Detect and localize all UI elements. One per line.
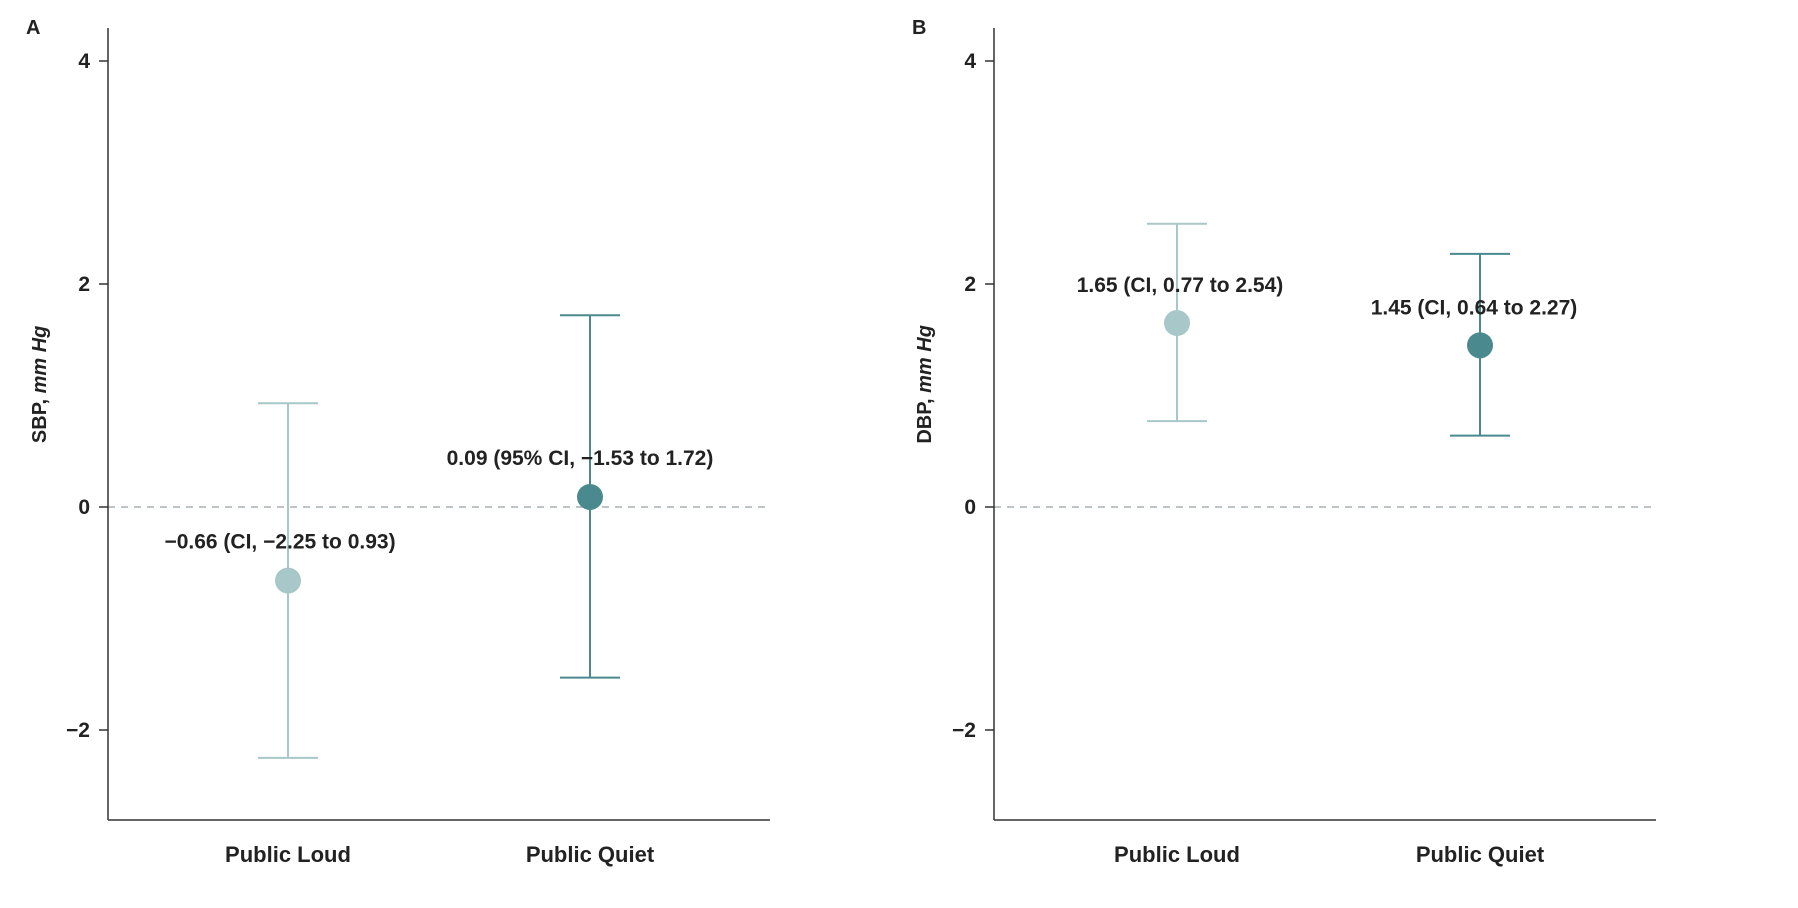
- chart-panel-b: B 4 2 0 −2 DBP, mm Hg Public Loud Public Quiet 1…: [912, 17, 1656, 867]
- y-tick-label: 4: [78, 50, 90, 73]
- y-tick-label: 0: [964, 496, 976, 519]
- point-estimate: [1467, 332, 1493, 359]
- chart-panel-a: A 4 2 0 −2 SBP, mm Hg Public Loud Public Quiet −…: [26, 17, 770, 867]
- data-label: 0.09 (95% CI, −1.53 to 1.72): [447, 447, 714, 470]
- y-tick-label: 0: [78, 496, 90, 519]
- y-axis-label-quantity: SBP,: [29, 393, 51, 443]
- panel-letter: B: [912, 17, 926, 39]
- data-label: −0.66 (CI, −2.25 to 0.93): [164, 531, 395, 554]
- y-axis-label: SBP, mm Hg: [29, 326, 51, 443]
- point-estimate: [577, 483, 603, 510]
- panel-letter: A: [26, 17, 40, 39]
- y-tick-label: −2: [66, 719, 90, 742]
- data-label: 1.45 (CI, 0.64 to 2.27): [1371, 296, 1578, 319]
- y-tick-label: −2: [952, 719, 976, 742]
- y-tick-label: 2: [78, 273, 90, 296]
- y-axis-label-quantity: DBP,: [914, 393, 936, 444]
- point-estimate: [275, 567, 301, 594]
- y-axis-label: DBP, mm Hg: [914, 325, 936, 444]
- x-category-label: Public Loud: [225, 842, 351, 867]
- x-category-label: Public Quiet: [1416, 842, 1545, 867]
- y-tick-label: 2: [964, 273, 976, 296]
- point-estimate: [1164, 310, 1190, 337]
- x-category-label: Public Loud: [1114, 842, 1240, 867]
- y-axis-label-unit: mm Hg: [914, 325, 936, 393]
- y-tick-label: 4: [964, 50, 976, 73]
- data-label: 1.65 (CI, 0.77 to 2.54): [1077, 274, 1284, 297]
- y-axis-label-unit: mm Hg: [29, 326, 51, 394]
- x-category-label: Public Quiet: [526, 842, 655, 867]
